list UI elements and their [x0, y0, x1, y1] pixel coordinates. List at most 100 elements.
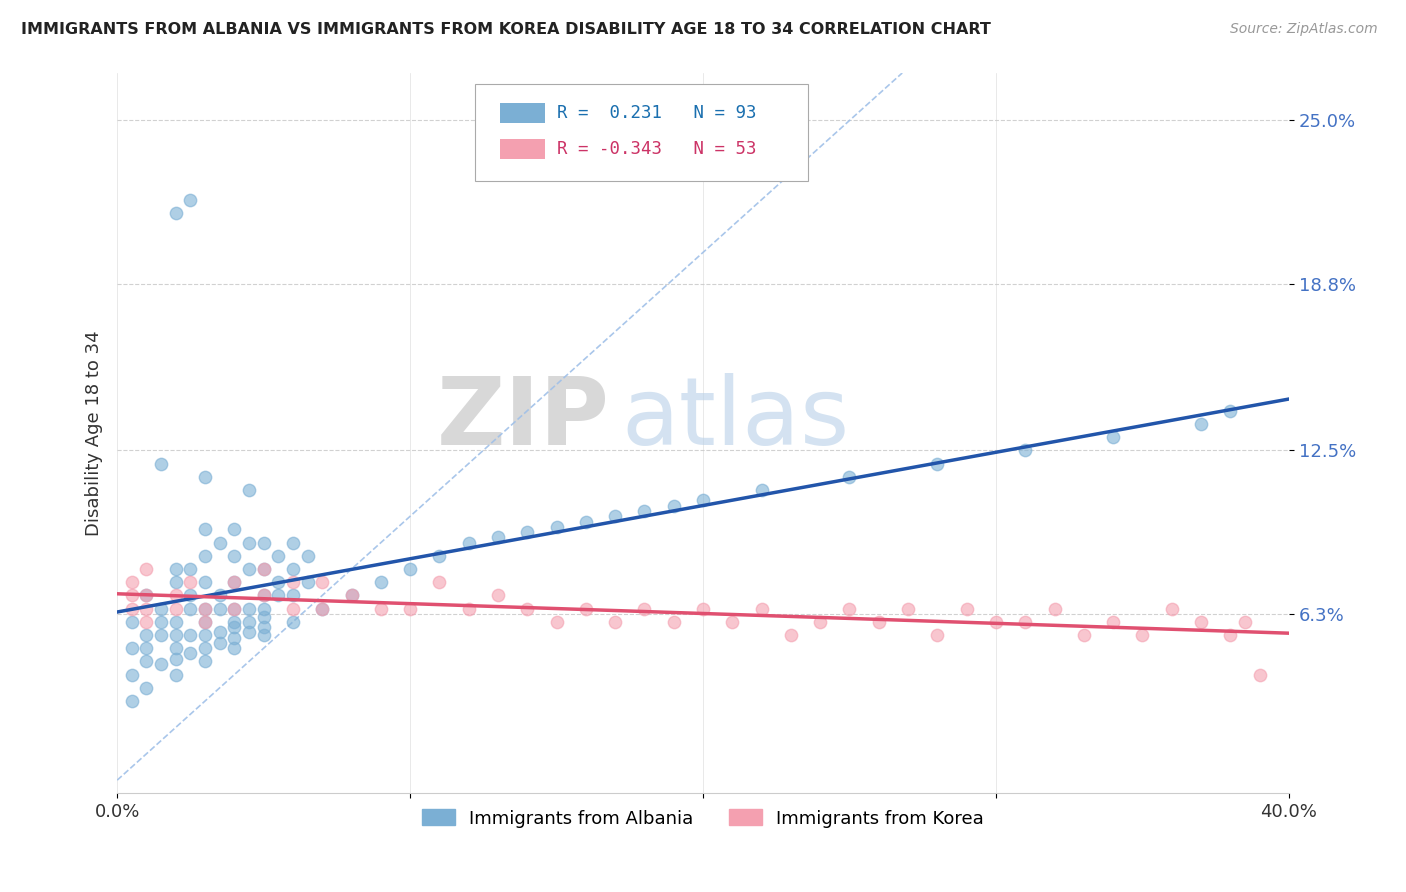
Point	[1014, 443, 1036, 458]
Point	[780, 628, 803, 642]
Point	[1219, 403, 1241, 417]
Point	[165, 652, 187, 666]
Point	[121, 641, 143, 656]
Point	[1189, 615, 1212, 629]
Point	[253, 589, 276, 603]
Point	[605, 615, 627, 629]
Point	[751, 483, 773, 497]
Point	[224, 620, 246, 634]
Point	[1102, 615, 1125, 629]
Point	[121, 694, 143, 708]
Point	[253, 562, 276, 576]
Point	[135, 628, 157, 642]
Point	[897, 601, 920, 615]
Point	[927, 457, 949, 471]
Point	[238, 483, 260, 497]
Point	[575, 601, 598, 615]
Point	[135, 615, 157, 629]
Point	[633, 504, 655, 518]
Point	[516, 525, 538, 540]
Point	[165, 589, 187, 603]
Point	[224, 575, 246, 590]
Point	[486, 589, 509, 603]
Point	[194, 641, 217, 656]
Point	[224, 549, 246, 563]
Point	[150, 657, 173, 671]
Point	[297, 575, 319, 590]
Point	[605, 509, 627, 524]
Point	[121, 601, 143, 615]
Point	[340, 589, 363, 603]
Point	[208, 625, 231, 640]
Point	[238, 601, 260, 615]
Point	[633, 601, 655, 615]
Text: Source: ZipAtlas.com: Source: ZipAtlas.com	[1230, 22, 1378, 37]
Point	[165, 206, 187, 220]
Point	[370, 575, 392, 590]
Point	[165, 562, 187, 576]
Point	[253, 609, 276, 624]
Point	[121, 589, 143, 603]
Point	[135, 601, 157, 615]
Point	[194, 523, 217, 537]
Point	[751, 601, 773, 615]
Point	[224, 641, 246, 656]
Point	[165, 575, 187, 590]
Point	[194, 654, 217, 668]
Point	[208, 636, 231, 650]
Point	[224, 601, 246, 615]
Point	[253, 562, 276, 576]
Point	[179, 647, 201, 661]
Point	[311, 575, 333, 590]
Point	[692, 601, 714, 615]
Point	[238, 535, 260, 549]
Point	[194, 575, 217, 590]
Point	[194, 469, 217, 483]
Point	[281, 535, 304, 549]
Point	[267, 575, 290, 590]
Point	[662, 499, 685, 513]
Point	[179, 575, 201, 590]
Point	[135, 641, 157, 656]
Point	[429, 575, 451, 590]
Point	[808, 615, 831, 629]
Point	[165, 667, 187, 681]
Text: IMMIGRANTS FROM ALBANIA VS IMMIGRANTS FROM KOREA DISABILITY AGE 18 TO 34 CORRELA: IMMIGRANTS FROM ALBANIA VS IMMIGRANTS FR…	[21, 22, 991, 37]
FancyBboxPatch shape	[475, 84, 808, 181]
Point	[868, 615, 890, 629]
Point	[238, 615, 260, 629]
Point	[165, 601, 187, 615]
Point	[267, 549, 290, 563]
Point	[253, 589, 276, 603]
Point	[135, 589, 157, 603]
Point	[238, 562, 260, 576]
Point	[150, 601, 173, 615]
Point	[1043, 601, 1066, 615]
Point	[721, 615, 744, 629]
Text: R = -0.343   N = 53: R = -0.343 N = 53	[557, 140, 756, 159]
Point	[208, 535, 231, 549]
Point	[486, 530, 509, 544]
Point	[399, 562, 422, 576]
Point	[340, 589, 363, 603]
Point	[1189, 417, 1212, 431]
Point	[179, 562, 201, 576]
Point	[956, 601, 979, 615]
Point	[1102, 430, 1125, 444]
Point	[179, 193, 201, 207]
Point	[135, 562, 157, 576]
Point	[121, 667, 143, 681]
Point	[150, 615, 173, 629]
Point	[224, 615, 246, 629]
Point	[194, 549, 217, 563]
Point	[179, 601, 201, 615]
Y-axis label: Disability Age 18 to 34: Disability Age 18 to 34	[86, 330, 103, 536]
Point	[135, 681, 157, 695]
Text: atlas: atlas	[621, 373, 849, 465]
Point	[1014, 615, 1036, 629]
Point	[546, 615, 568, 629]
Point	[208, 601, 231, 615]
Point	[150, 457, 173, 471]
Point	[224, 601, 246, 615]
Point	[253, 620, 276, 634]
